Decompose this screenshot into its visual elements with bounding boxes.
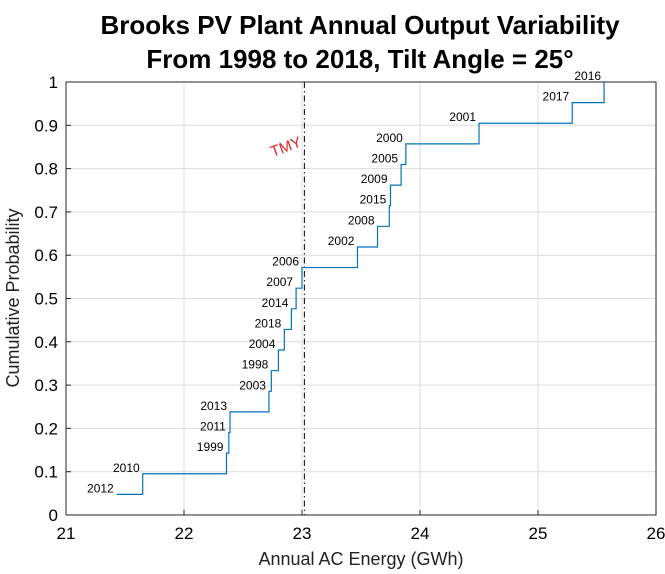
year-label: 2010 bbox=[113, 461, 140, 475]
tmy-label: TMY bbox=[268, 134, 304, 161]
year-label: 2013 bbox=[200, 399, 227, 413]
axis-ticks: 21 22 23 24 25 26 0 0.1 0.2 0.3 0.4 0.5 0.6 0.7 0.8 0.9… bbox=[34, 73, 665, 543]
x-tick-label: 24 bbox=[411, 524, 430, 543]
year-label: 1998 bbox=[242, 358, 269, 372]
y-tick-label: 0 bbox=[49, 506, 58, 525]
year-label: 2002 bbox=[328, 234, 355, 248]
year-label: 2004 bbox=[249, 337, 276, 351]
y-tick-label: 0.3 bbox=[34, 376, 58, 395]
year-label: 2006 bbox=[272, 255, 299, 269]
year-labels: 2012 2010 1999 2011 2013 2003 1998 2004 2018 2014… bbox=[87, 69, 601, 495]
x-tick-label: 21 bbox=[57, 524, 76, 543]
x-tick-label: 26 bbox=[647, 524, 665, 543]
x-tick-label: 22 bbox=[175, 524, 194, 543]
year-label: 2012 bbox=[87, 481, 114, 495]
year-label: 2011 bbox=[200, 420, 226, 434]
y-tick-label: 0.1 bbox=[34, 463, 58, 482]
y-tick-label: 1 bbox=[49, 73, 58, 92]
year-label: 2000 bbox=[376, 131, 403, 145]
y-axis-label: Cumulative Probability bbox=[3, 208, 23, 387]
year-label: 2008 bbox=[348, 213, 375, 227]
year-label: 2003 bbox=[239, 378, 266, 392]
x-tick-label: 23 bbox=[293, 524, 312, 543]
y-tick-label: 0.4 bbox=[34, 333, 58, 352]
cdf-series bbox=[116, 82, 605, 495]
year-label: 2017 bbox=[543, 90, 570, 104]
y-tick-label: 0.2 bbox=[34, 419, 58, 438]
grid-lines bbox=[65, 81, 657, 516]
year-label: 2015 bbox=[360, 193, 387, 207]
y-tick-label: 0.9 bbox=[34, 116, 58, 135]
y-tick-label: 0.8 bbox=[34, 160, 58, 179]
chart-title-line1: Brooks PV Plant Annual Output Variabilit… bbox=[100, 10, 620, 40]
y-tick-label: 0.7 bbox=[34, 203, 58, 222]
year-label: 2001 bbox=[449, 110, 476, 124]
year-label: 2014 bbox=[262, 296, 289, 310]
year-label: 2007 bbox=[266, 275, 293, 289]
chart-title-line2: From 1998 to 2018, Tilt Angle = 25° bbox=[146, 44, 573, 74]
year-label: 2018 bbox=[255, 316, 282, 330]
year-label: 2009 bbox=[361, 172, 388, 186]
x-tick-label: 25 bbox=[529, 524, 548, 543]
plot-frame bbox=[65, 81, 657, 516]
year-label: 2005 bbox=[371, 151, 398, 165]
cdf-step-line bbox=[116, 82, 605, 495]
y-tick-label: 0.6 bbox=[34, 246, 58, 265]
year-label: 1999 bbox=[197, 440, 224, 454]
y-tick-label: 0.5 bbox=[34, 290, 58, 309]
x-axis-label: Annual AC Energy (GWh) bbox=[258, 549, 463, 569]
year-label: 2016 bbox=[574, 69, 601, 83]
